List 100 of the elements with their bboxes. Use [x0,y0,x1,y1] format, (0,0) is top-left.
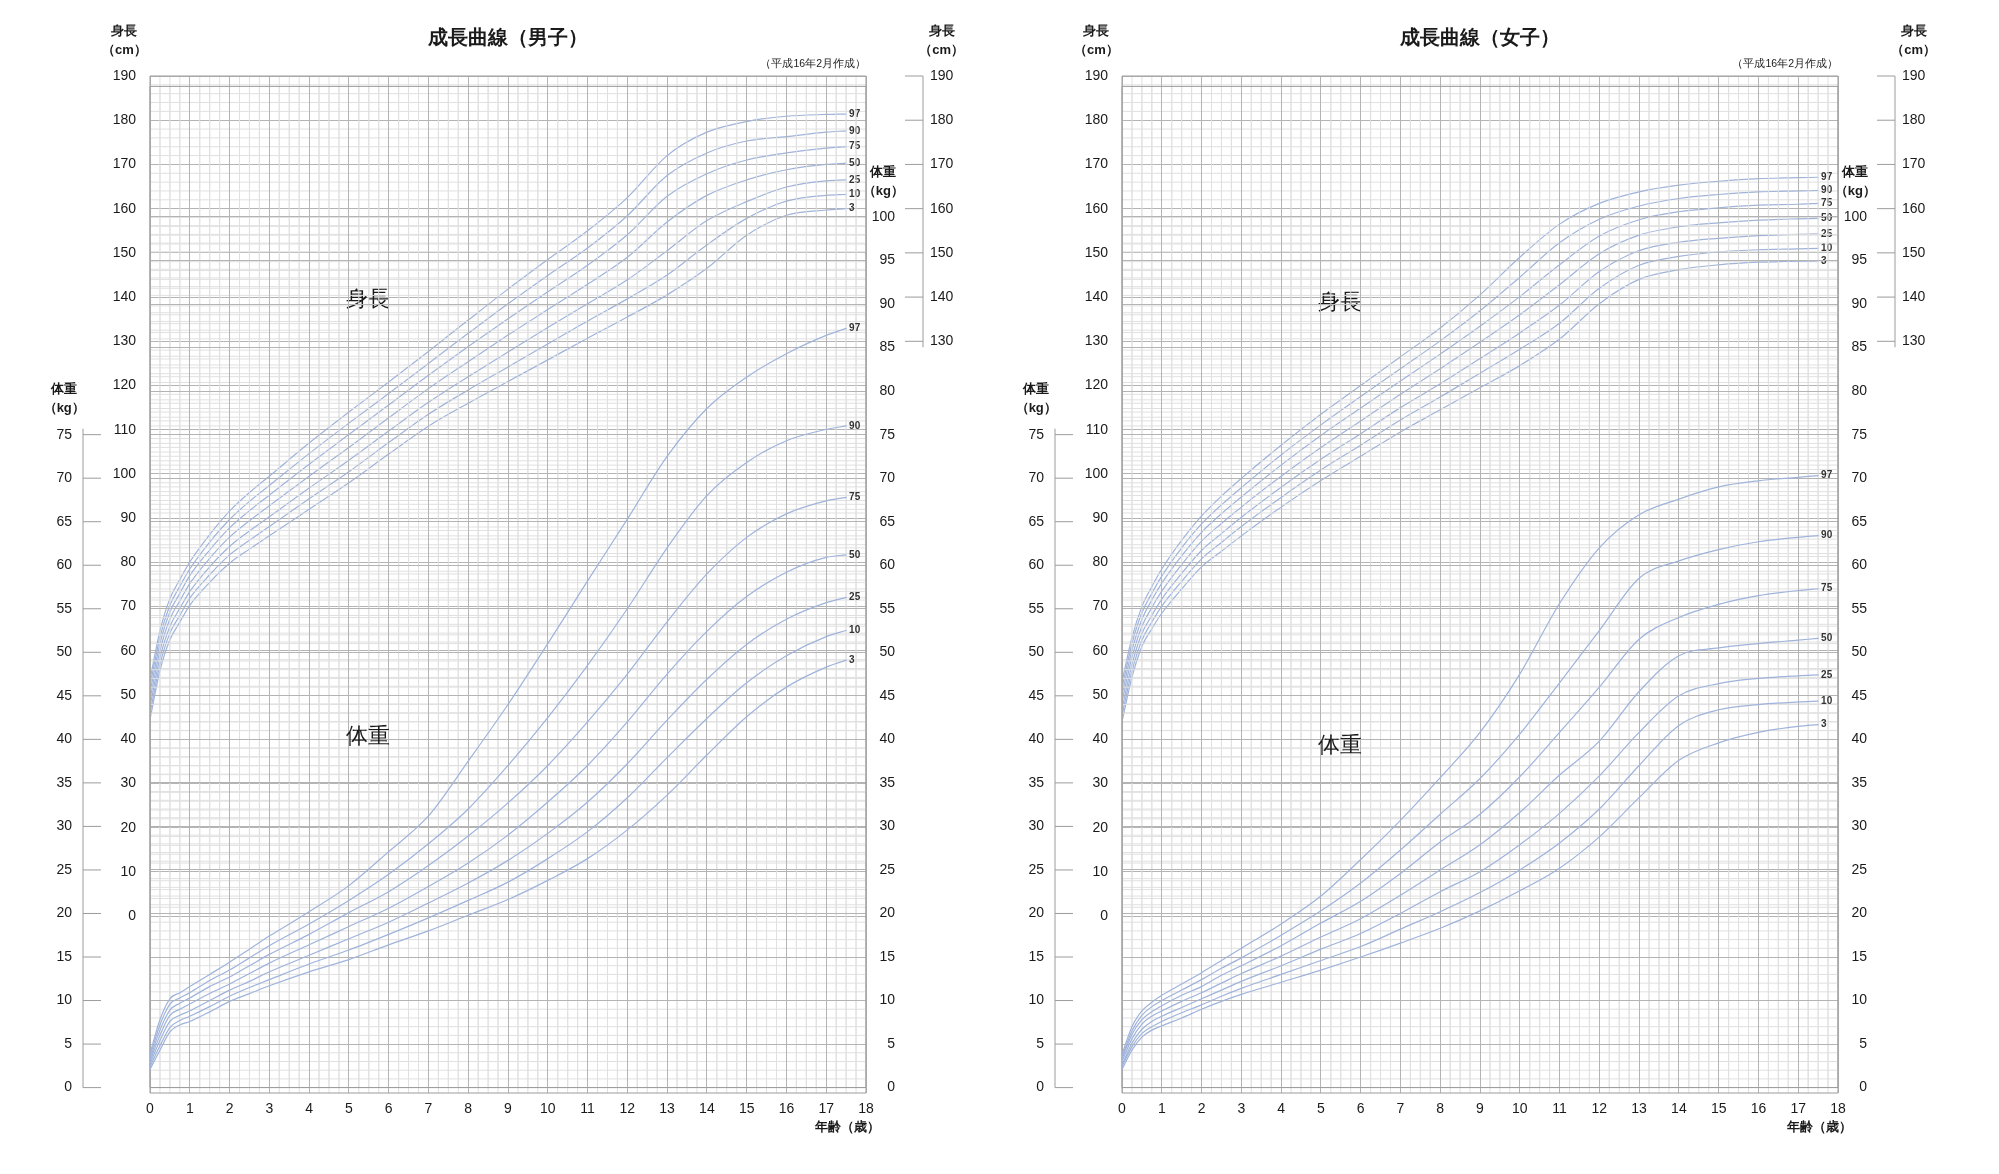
series-label: 25 [1821,668,1833,680]
x-tick-label: 18 [858,1100,874,1117]
x-tick-label: 0 [146,1100,155,1117]
y2-tick-label: 190 [930,66,954,83]
x-tick-label: 6 [384,1100,393,1117]
series-label: 10 [849,188,861,200]
series-label: 75 [849,140,861,152]
y-tick-label: 50 [879,643,896,660]
y-tick-label: 90 [879,294,896,311]
y2-tick-label: 65 [1028,512,1045,529]
y-tick-label: 0 [128,906,137,923]
y2-tick-label: 40 [1028,730,1045,747]
x-tick-label: 17 [1790,1100,1807,1117]
x-tick-label: 12 [619,1100,636,1117]
x-tick-label: 14 [1671,1100,1687,1117]
y2-tick-label: 75 [56,425,73,442]
y-tick-label: 5 [1859,1034,1868,1051]
y2-tick-label: 45 [56,686,73,703]
y-tick-label: 140 [112,287,137,304]
y-tick-label: 25 [879,860,896,877]
x-tick-label: 7 [424,1100,433,1117]
y-tick-label: 20 [879,904,896,921]
y-axis-title: 体重（kg） [1834,163,1876,198]
y-tick-label: 160 [112,199,137,216]
y2-tick-label: 170 [1902,155,1926,172]
y2-axis-title: 体重（kg） [1015,381,1057,416]
x-axis-title: 年齢（歳） [1786,1118,1852,1134]
y2-tick-label: 45 [1028,686,1045,703]
series-label: 10 [1821,242,1833,254]
y-tick-label: 30 [120,774,137,791]
y-tick-label: 70 [1092,597,1109,614]
x-tick-label: 8 [1436,1100,1445,1117]
y2-tick-label: 70 [56,469,73,486]
y-tick-label: 20 [120,818,137,835]
y2-tick-label: 15 [56,947,73,964]
series-label: 97 [849,107,861,119]
series-label: 97 [1821,469,1833,481]
y-axis-title: 体重（kg） [862,163,904,198]
y2-tick-label: 150 [1902,243,1926,260]
y2-tick-label: 20 [1028,904,1045,921]
series-label: 75 [1821,582,1833,594]
annotation: 体重 [346,723,391,749]
y-tick-label: 110 [1085,420,1109,437]
series-label: 50 [1821,632,1833,644]
y-tick-label: 150 [112,243,137,260]
y2-tick-label: 130 [1902,332,1926,349]
series-label: 90 [1821,529,1833,541]
y2-tick-label: 50 [56,643,73,660]
y2-tick-label: 10 [1028,991,1045,1008]
y-tick-label: 60 [1851,556,1868,573]
x-tick-label: 9 [504,1100,513,1117]
y-tick-label: 80 [879,381,896,398]
annotation: 身長 [346,286,391,312]
series-label: 25 [849,591,861,603]
x-tick-label: 3 [1237,1100,1246,1117]
y2-tick-label: 160 [930,199,954,216]
y-tick-label: 100 [871,207,896,224]
x-tick-label: 15 [1710,1100,1727,1117]
y-tick-label: 20 [1851,904,1868,921]
series-label: 90 [849,124,861,136]
series-label: 90 [849,419,861,431]
x-tick-label: 15 [738,1100,755,1117]
y2-tick-label: 35 [56,773,73,790]
y-tick-label: 160 [1084,199,1109,216]
y2-tick-label: 60 [1028,556,1045,573]
y-tick-label: 90 [1851,294,1868,311]
series-label: 97 [849,322,861,334]
y-tick-label: 95 [879,251,896,268]
chart-title: 成長曲線（男子） [427,25,588,48]
y2-tick-label: 160 [1902,199,1926,216]
series-label: 50 [849,548,861,560]
y-tick-label: 25 [1851,860,1868,877]
x-tick-label: 1 [1157,1100,1166,1117]
y2-tick-label: 140 [1902,287,1926,304]
x-tick-label: 12 [1591,1100,1608,1117]
y2-tick-label: 5 [64,1034,73,1051]
y-tick-label: 45 [879,686,896,703]
x-tick-label: 16 [778,1100,795,1117]
y-tick-label: 30 [879,817,896,834]
y-tick-label: 10 [1851,991,1868,1008]
y-tick-label: 90 [120,509,137,526]
y-tick-label: 70 [879,469,896,486]
x-tick-label: 2 [1197,1100,1206,1117]
y-tick-label: 50 [1092,685,1109,702]
series-label: 3 [849,653,856,665]
y-tick-label: 80 [1851,381,1868,398]
x-tick-label: 13 [659,1100,676,1117]
y-tick-label: 30 [1092,774,1109,791]
y-tick-label: 40 [120,730,137,747]
y2-tick-label: 190 [1902,66,1926,83]
y2-axis-title: 身長（cm） [1891,22,1937,57]
chart-subtitle: （平成16年2月作成） [1732,56,1838,69]
series-label: 3 [849,202,856,214]
y-tick-label: 45 [1851,686,1868,703]
series-label: 25 [1821,227,1833,239]
y2-tick-label: 0 [1036,1078,1045,1095]
y-tick-label: 40 [1851,730,1868,747]
x-tick-label: 9 [1476,1100,1485,1117]
y-tick-label: 15 [1851,947,1868,964]
x-tick-label: 2 [225,1100,234,1117]
